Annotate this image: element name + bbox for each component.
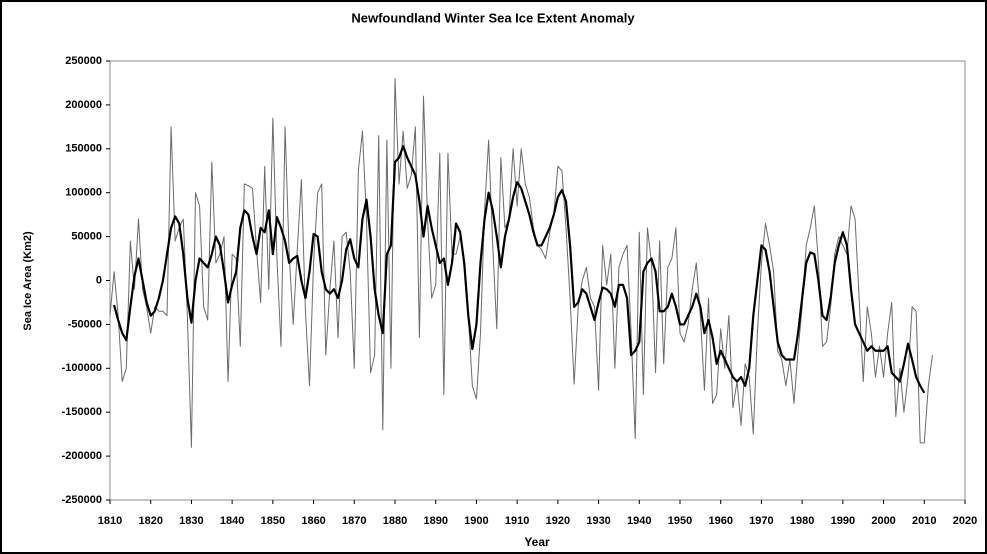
x-axis-label: Year <box>524 535 550 549</box>
x-tick-label: 1880 <box>383 515 407 527</box>
y-tick-label: 200000 <box>65 99 102 111</box>
x-tick-label: 1910 <box>505 515 529 527</box>
y-tick-label: -50000 <box>68 318 102 330</box>
x-tick-label: 1940 <box>627 515 651 527</box>
y-tick-label: -100000 <box>62 362 102 374</box>
x-tick-label: 2000 <box>871 515 895 527</box>
y-tick-label: -200000 <box>62 450 102 462</box>
x-tick-label: 2020 <box>953 515 977 527</box>
x-tick-label: 1830 <box>179 515 203 527</box>
x-tick-label: 1860 <box>301 515 325 527</box>
series-line <box>113 145 926 394</box>
x-tick-label: 2010 <box>912 515 936 527</box>
x-tick-label: 1920 <box>546 515 570 527</box>
x-tick-label: 1900 <box>464 515 488 527</box>
x-tick-label: 1890 <box>423 515 447 527</box>
series-line <box>109 78 933 448</box>
x-tick-label: 1870 <box>342 515 366 527</box>
plot-area <box>109 60 966 501</box>
x-tick-label: 1820 <box>138 515 162 527</box>
y-tick-label: 50000 <box>71 231 102 243</box>
x-tick-label: 1970 <box>749 515 773 527</box>
y-tick-label: 100000 <box>65 187 102 199</box>
x-tick-label: 1810 <box>98 515 122 527</box>
y-tick-label: 150000 <box>65 143 102 155</box>
y-tick-label: 250000 <box>65 55 102 67</box>
x-tick-label: 1990 <box>831 515 855 527</box>
chart-title: Newfoundland Winter Sea Ice Extent Anoma… <box>351 10 635 25</box>
x-tick-label: 1840 <box>220 515 244 527</box>
y-tick-label: -250000 <box>62 494 102 506</box>
x-tick-label: 1950 <box>668 515 692 527</box>
x-tick-label: 1980 <box>790 515 814 527</box>
x-tick-label: 1850 <box>261 515 285 527</box>
y-tick-label: 0 <box>96 274 102 286</box>
y-tick-label: -150000 <box>62 406 102 418</box>
x-tick-label: 1930 <box>586 515 610 527</box>
x-tick-label: 1960 <box>708 515 732 527</box>
y-axis-label: Sea Ice Area (Km2) <box>22 231 34 331</box>
